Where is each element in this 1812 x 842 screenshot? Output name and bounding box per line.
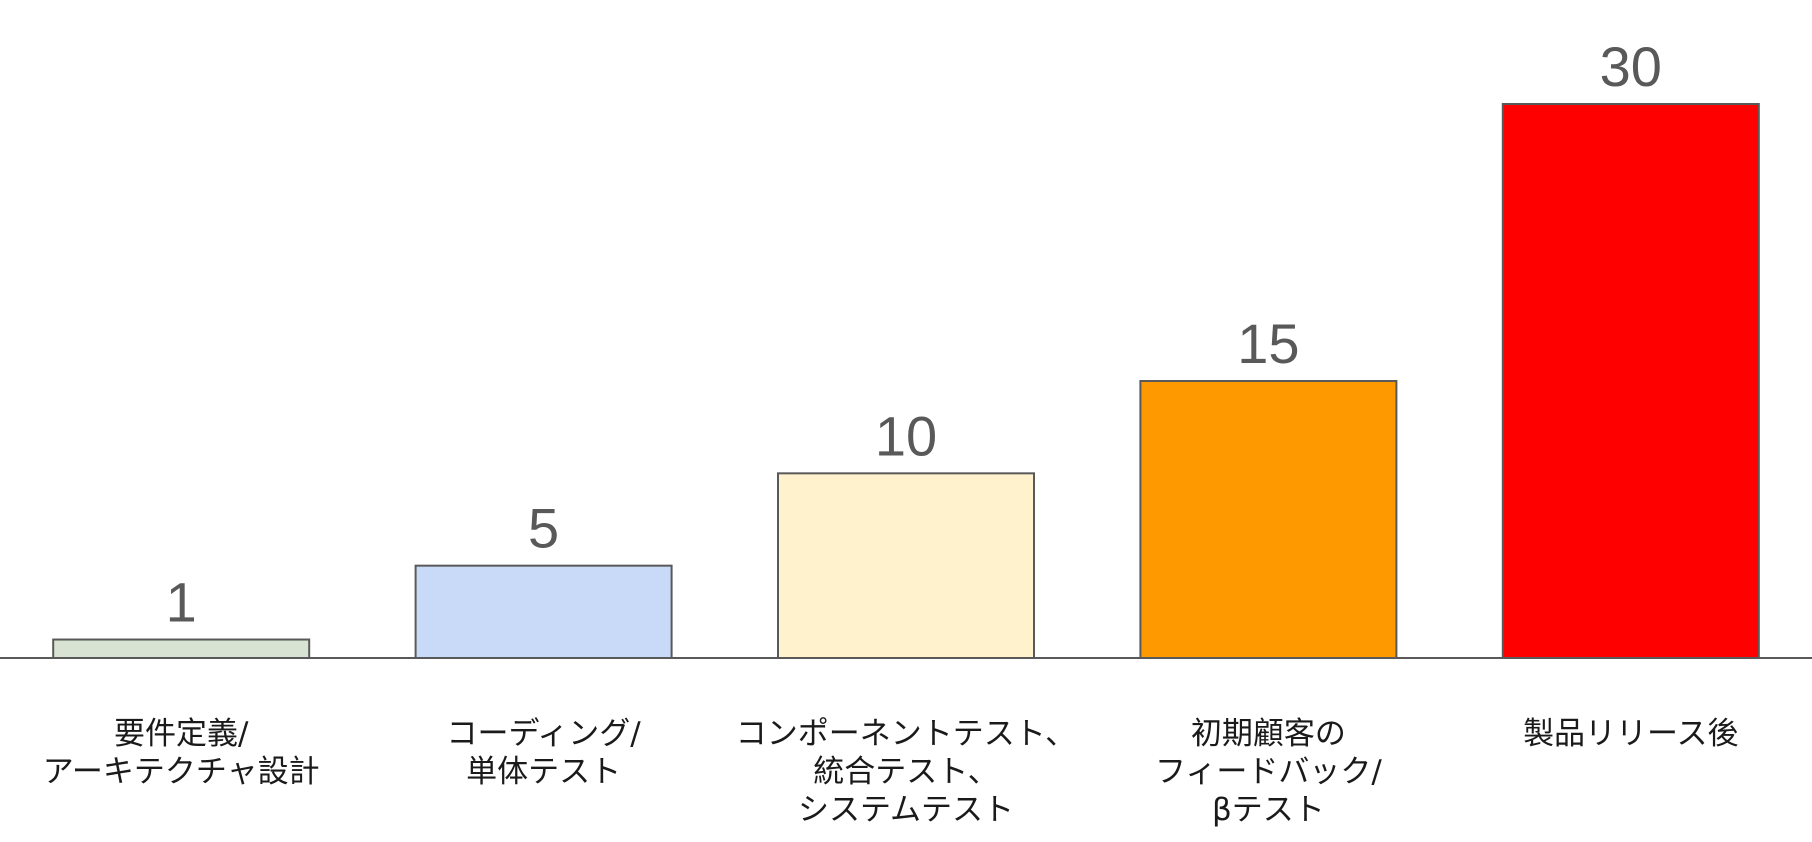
value-label-2: 5 — [528, 497, 559, 560]
category-label-line: コンポーネントテスト、 — [736, 716, 1076, 752]
category-label-line: コーディング/ — [446, 716, 641, 752]
value-label-4: 15 — [1237, 312, 1299, 375]
bar-1 — [52, 638, 311, 659]
value-label-3: 10 — [875, 404, 937, 467]
category-label-line: 製品リリース後 — [1523, 716, 1738, 752]
category-label-line: 統合テスト、 — [813, 754, 998, 790]
value-label-5: 30 — [1600, 35, 1662, 98]
category-label-4: 初期顧客のフィードバック/βテスト — [1155, 716, 1382, 828]
bars-group — [52, 103, 1760, 660]
value-label-1: 1 — [166, 571, 197, 634]
category-label-1: 要件定義/アーキテクチャ設計 — [43, 716, 320, 790]
category-label-line: フィードバック/ — [1155, 754, 1382, 790]
category-label-line: アーキテクチャ設計 — [43, 754, 320, 790]
category-label-line: 初期顧客の — [1191, 716, 1346, 752]
category-label-line: 単体テスト — [466, 754, 621, 790]
bar-3 — [777, 472, 1035, 660]
category-label-line: βテスト — [1212, 792, 1325, 828]
bar-4 — [1139, 380, 1398, 659]
bar-5 — [1501, 103, 1760, 659]
category-label-5: 製品リリース後 — [1523, 716, 1738, 752]
category-label-line: 要件定義/ — [114, 716, 249, 752]
category-label-2: コーディング/単体テスト — [446, 716, 641, 790]
category-labels-group: 要件定義/アーキテクチャ設計 コーディング/単体テスト コンポーネントテスト、統合テ… — [43, 716, 1739, 828]
bar-2 — [414, 564, 673, 660]
category-label-3: コンポーネントテスト、統合テスト、システムテスト — [736, 716, 1076, 828]
category-label-line: システムテスト — [798, 792, 1014, 828]
